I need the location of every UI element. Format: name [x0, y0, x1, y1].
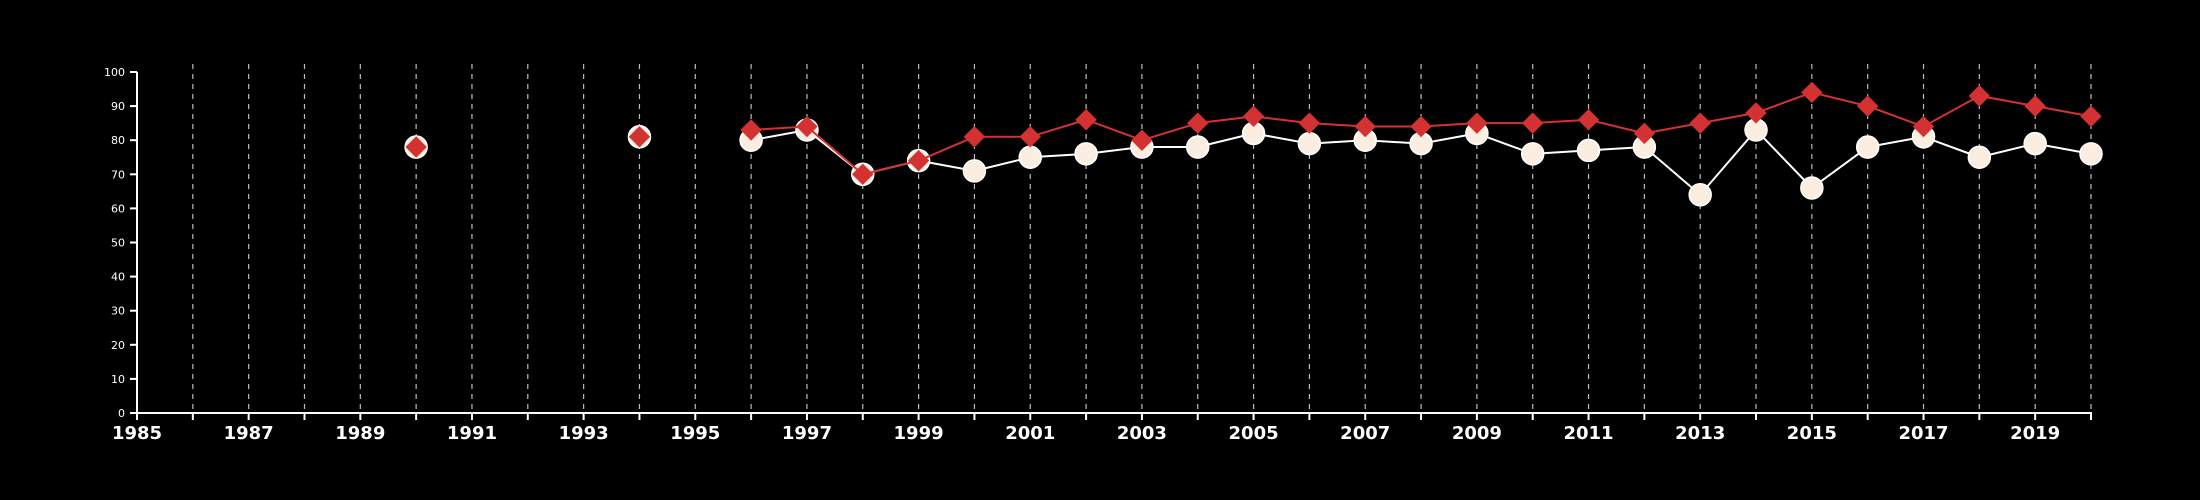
y-tick-label-30: 30 — [111, 305, 125, 318]
point-circle-2020[interactable] — [2079, 142, 2103, 166]
x-tick-label-2007: 2007 — [1340, 423, 1390, 444]
x-tick-label-2019: 2019 — [2010, 423, 2060, 444]
x-tick-label-1989: 1989 — [335, 423, 385, 444]
series-0-segment-2013-2014 — [1699, 129, 1757, 196]
series-0-circle — [404, 118, 2103, 207]
point-diamond-2018[interactable] — [1968, 85, 1991, 107]
series-1-diamond — [405, 81, 2102, 186]
point-diamond-2009[interactable] — [1466, 112, 1488, 134]
point-diamond-2015[interactable] — [1801, 81, 1823, 104]
point-circle-2002[interactable] — [1074, 142, 1098, 166]
point-circle-2013[interactable] — [1688, 183, 1712, 207]
point-diamond-2012[interactable] — [1633, 122, 1656, 145]
axis-layer: 0 10 20 30 40 50 60 70 80 90 100 1985 1987 1989 1991 19… — [104, 66, 2092, 444]
series-1-segment-2011-2012 — [1588, 118, 1645, 135]
x-tick-label-1997: 1997 — [782, 423, 832, 444]
x-tick-label-1995: 1995 — [670, 423, 720, 444]
point-diamond-2004[interactable] — [1187, 112, 1209, 134]
point-circle-2016[interactable] — [1855, 135, 1880, 159]
x-tick-label-2001: 2001 — [1005, 423, 1055, 444]
point-diamond-2010[interactable] — [1522, 112, 1544, 134]
x-tick-label-1985: 1985 — [112, 423, 162, 444]
y-tick-label-10: 10 — [111, 373, 125, 386]
point-circle-2004[interactable] — [1185, 135, 1210, 159]
x-tick-label-2011: 2011 — [1563, 423, 1613, 444]
x-tick-label-2003: 2003 — [1117, 423, 1167, 444]
point-circle-2006[interactable] — [1297, 131, 1322, 156]
y-tick-label-60: 60 — [111, 202, 125, 215]
y-tick-label-70: 70 — [111, 168, 125, 181]
series-1-segment-1999-2000 — [918, 135, 975, 162]
point-circle-2018[interactable] — [1967, 145, 1992, 169]
x-tick-label-2017: 2017 — [1898, 423, 1948, 444]
point-diamond-1996[interactable] — [740, 119, 762, 141]
point-diamond-2000[interactable] — [963, 126, 986, 148]
series-1-segment-2001-2002 — [1029, 118, 1087, 138]
series-1-segment-1998-1999 — [862, 159, 919, 176]
y-tick-label-50: 50 — [111, 237, 125, 250]
point-diamond-2003[interactable] — [1131, 129, 1153, 151]
point-diamond-1999[interactable] — [907, 149, 930, 172]
x-tick-label-1987: 1987 — [224, 423, 274, 444]
point-diamond-2013[interactable] — [1689, 112, 1711, 134]
point-diamond-2001[interactable] — [1019, 126, 1041, 148]
y-tick-label-20: 20 — [111, 339, 125, 352]
grid-layer — [192, 64, 2092, 413]
y-tick-label-90: 90 — [111, 100, 125, 113]
x-tick-label-2005: 2005 — [1229, 423, 1279, 444]
series-0-segment-2012-2013 — [1643, 146, 1701, 196]
point-circle-2019[interactable] — [2023, 131, 2047, 156]
point-diamond-2005[interactable] — [1242, 105, 1265, 128]
series-1-segment-2019-2020 — [2034, 105, 2092, 118]
series-1-segment-2015-2016 — [1811, 91, 1868, 108]
series-1-segment-2002-2003 — [1085, 118, 1143, 142]
series-layer — [404, 81, 2103, 207]
point-circle-2011[interactable] — [1576, 138, 1601, 163]
series-1-segment-2003-2004 — [1141, 122, 1199, 142]
x-tick-label-2009: 2009 — [1452, 423, 1502, 444]
y-tick-label-40: 40 — [111, 271, 125, 284]
point-diamond-2008[interactable] — [1410, 115, 1432, 138]
x-tick-label-1999: 1999 — [894, 423, 944, 444]
point-circle-2010[interactable] — [1520, 142, 1545, 166]
point-diamond-1994[interactable] — [628, 126, 651, 148]
point-circle-2001[interactable] — [1018, 145, 1043, 169]
x-tick-label-1993: 1993 — [559, 423, 609, 444]
point-diamond-1998[interactable] — [852, 163, 874, 186]
point-circle-2015[interactable] — [1800, 176, 1824, 200]
y-tick-label-100: 100 — [104, 66, 125, 79]
series-1-segment-2013-2014 — [1700, 111, 1757, 125]
x-tick-label-2013: 2013 — [1675, 423, 1725, 444]
point-diamond-1990[interactable] — [405, 136, 427, 158]
y-tick-label-0: 0 — [118, 407, 125, 420]
point-diamond-2006[interactable] — [1298, 112, 1321, 134]
point-diamond-2011[interactable] — [1577, 109, 1600, 131]
series-1-segment-2012-2013 — [1644, 122, 1701, 135]
point-diamond-2007[interactable] — [1354, 115, 1376, 138]
point-circle-2000[interactable] — [962, 159, 987, 183]
point-diamond-1997[interactable] — [796, 115, 818, 138]
point-diamond-2016[interactable] — [1856, 95, 1879, 117]
series-1-segment-2014-2015 — [1755, 91, 1813, 114]
point-diamond-2017[interactable] — [1912, 115, 1935, 138]
series-1-segment-2018-2019 — [1979, 94, 2036, 108]
x-tick-label-1991: 1991 — [447, 423, 497, 444]
y-tick-label-80: 80 — [111, 134, 125, 147]
point-diamond-2002[interactable] — [1075, 109, 1097, 131]
x-tick-label-2015: 2015 — [1787, 423, 1837, 444]
point-diamond-2019[interactable] — [2024, 95, 2046, 117]
series-1-segment-2017-2018 — [1923, 94, 1980, 128]
series-1-segment-1997-1998 — [806, 125, 864, 176]
series-1-segment-2016-2017 — [1867, 105, 1924, 128]
point-diamond-2014[interactable] — [1745, 102, 1767, 124]
series-0-segment-2014-2015 — [1755, 129, 1813, 189]
point-diamond-2020[interactable] — [2080, 105, 2102, 128]
